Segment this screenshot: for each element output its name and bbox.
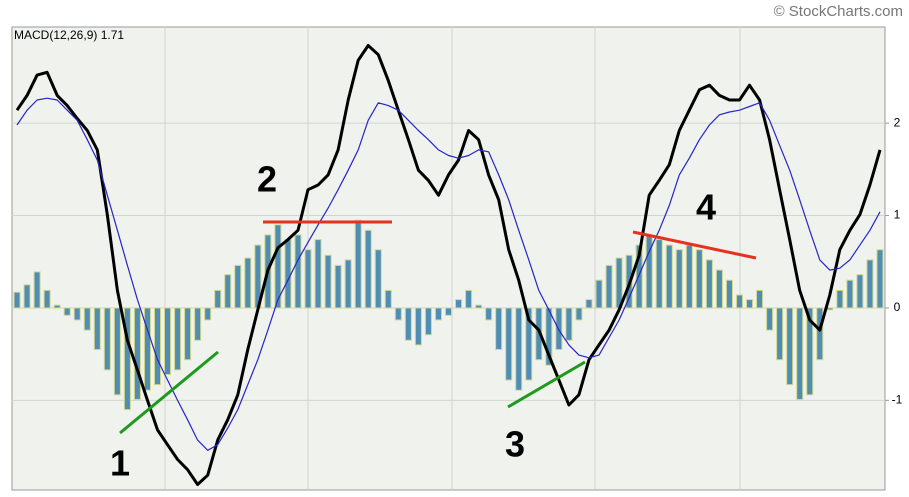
histogram-bar [806, 307, 814, 396]
histogram-bar [73, 307, 81, 321]
histogram-bar [244, 257, 252, 309]
line-signal [16, 97, 881, 451]
histogram-bar [856, 274, 864, 309]
histogram-bar [93, 307, 101, 351]
histogram-bar [746, 299, 754, 309]
marks [12, 44, 885, 486]
y-tick-label: 2 [894, 115, 901, 129]
histogram-bar [224, 274, 232, 309]
histogram-bar [164, 307, 172, 375]
annotation: 3 [505, 424, 525, 465]
histogram-bar [816, 307, 824, 361]
histogram-bar [756, 289, 764, 309]
histogram-bar [836, 289, 844, 309]
histogram-bar [595, 279, 603, 309]
histogram-bar [705, 259, 713, 309]
histogram-bar [846, 279, 854, 309]
histogram-bar [143, 307, 151, 391]
histogram-bar [204, 307, 212, 321]
histogram-bar [515, 307, 523, 391]
y-tick-label: -1 [892, 393, 903, 407]
histogram-bar [23, 284, 31, 309]
histogram-bar [735, 294, 744, 309]
histogram-bar [103, 307, 111, 371]
histogram-bar [174, 307, 182, 371]
histogram-bar [344, 259, 352, 309]
histogram-bar [475, 304, 483, 309]
histogram-bar [725, 279, 733, 309]
histogram-bar [304, 249, 312, 309]
histogram-bar [585, 299, 593, 309]
histogram-bar [13, 291, 21, 309]
trend-line [507, 360, 586, 409]
histogram-bar [866, 259, 874, 309]
histogram-bar [575, 307, 583, 321]
annotation: 2 [257, 159, 277, 200]
trend-lines [119, 220, 757, 435]
histogram-bar [565, 307, 573, 341]
annotation: 4 [696, 187, 716, 228]
histogram-bar [404, 307, 412, 341]
y-tick-label: 0 [894, 300, 901, 314]
histogram-bar [113, 307, 121, 396]
histogram-bar [786, 307, 794, 386]
histogram-bar [796, 307, 804, 400]
histogram-bar [184, 307, 192, 361]
histogram-bar [334, 264, 342, 309]
histogram-bar [133, 307, 141, 400]
line-macd [15, 44, 882, 486]
histogram-bar [364, 229, 372, 309]
histogram-bar [324, 254, 332, 309]
histogram-bar [63, 307, 71, 316]
histogram-bar [776, 307, 784, 361]
histogram-bar [826, 307, 834, 311]
histogram-bar [384, 289, 392, 309]
histogram-bar [635, 244, 643, 309]
annotation: 1 [110, 443, 130, 484]
histogram-bar [414, 307, 422, 346]
histogram-bar [876, 249, 884, 309]
trend-line [119, 350, 219, 435]
chart-title: MACD(12,26,9) 1.71 [14, 28, 124, 42]
trend-line [632, 230, 757, 260]
histogram-bar [394, 307, 402, 321]
histogram-bar [545, 307, 553, 366]
histogram-bar [153, 307, 162, 386]
histogram-bar [685, 244, 693, 309]
histogram-bar [194, 307, 202, 341]
histogram-bar [294, 234, 302, 309]
histogram-bar [455, 299, 463, 309]
histogram-bar [766, 307, 774, 331]
histogram-bar [43, 289, 51, 309]
source: © StockCharts.com [774, 3, 903, 20]
histogram-bar [444, 307, 453, 316]
histogram-bar [33, 271, 41, 309]
histogram-bar [715, 269, 723, 309]
histogram-bar [615, 257, 623, 309]
histogram-bar [655, 239, 663, 309]
histogram-bar [83, 307, 91, 331]
histogram-bar [354, 219, 362, 309]
histogram-bar [465, 289, 473, 309]
histogram-bar [695, 249, 703, 309]
histogram-bar [485, 307, 493, 321]
histogram-bar [123, 307, 131, 411]
histogram-bar [434, 307, 442, 321]
histogram-bar [284, 239, 292, 309]
histogram-bar [675, 249, 683, 309]
histogram-bar [53, 304, 61, 309]
histogram-bar [374, 249, 382, 309]
histogram-bar [505, 307, 513, 381]
histogram-bar [274, 224, 282, 309]
y-tick-label: 1 [894, 208, 901, 222]
histogram-bar [665, 244, 673, 309]
histogram-bar [605, 264, 613, 309]
histogram-bar [424, 307, 432, 336]
histogram-bar [314, 239, 322, 309]
histogram-bar [234, 264, 242, 309]
histogram-bar [214, 289, 222, 309]
histogram-bar [525, 307, 533, 381]
histogram-bar [495, 307, 503, 351]
